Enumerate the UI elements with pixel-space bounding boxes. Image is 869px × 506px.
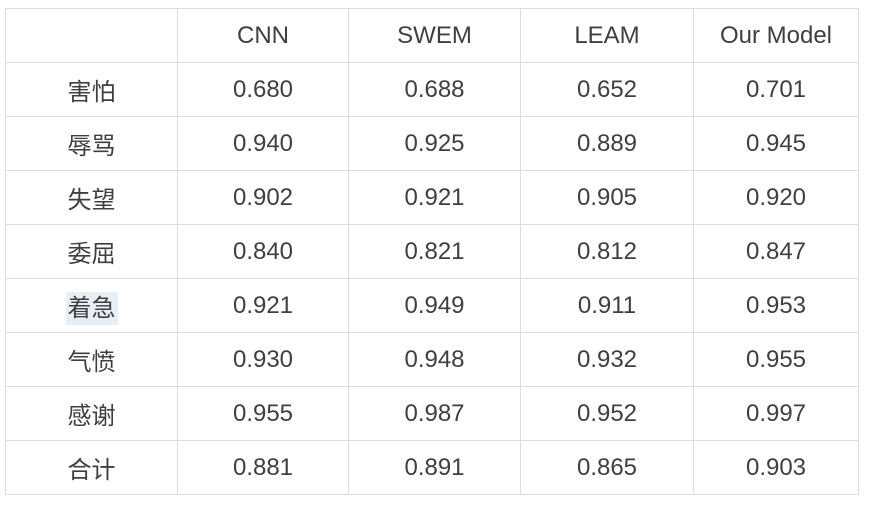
row-label: 合计	[5, 440, 178, 495]
table-row-total: 合计 0.881 0.891 0.865 0.903	[5, 440, 859, 495]
table-row: 失望 0.902 0.921 0.905 0.920	[5, 170, 859, 225]
cell-value: 0.952	[520, 386, 694, 441]
cell-value: 0.891	[348, 440, 521, 495]
table-row: 辱骂 0.940 0.925 0.889 0.945	[5, 116, 859, 171]
selected-text-highlight: 着急	[65, 292, 118, 325]
cell-value: 0.911	[520, 278, 694, 333]
row-label: 害怕	[5, 62, 178, 117]
cell-value: 0.812	[520, 224, 694, 279]
cell-value: 0.930	[177, 332, 349, 387]
table-row: 气愤 0.930 0.948 0.932 0.955	[5, 332, 859, 387]
cell-value: 0.949	[348, 278, 521, 333]
row-label: 感谢	[5, 386, 178, 441]
row-label: 辱骂	[5, 116, 178, 171]
cell-value: 0.953	[693, 278, 859, 333]
row-label-selected[interactable]: 着急	[5, 278, 178, 333]
row-label: 委屈	[5, 224, 178, 279]
column-header-leam: LEAM	[520, 8, 694, 63]
cell-value: 0.688	[348, 62, 521, 117]
cell-value: 0.940	[177, 116, 349, 171]
row-label: 气愤	[5, 332, 178, 387]
cell-value: 0.948	[348, 332, 521, 387]
header-row: CNN SWEM LEAM Our Model	[5, 8, 859, 63]
row-label: 失望	[5, 170, 178, 225]
cell-value: 0.889	[520, 116, 694, 171]
cell-value: 0.902	[177, 170, 349, 225]
column-header-empty	[5, 8, 178, 63]
page: CNN SWEM LEAM Our Model 害怕 0.680 0.688 0…	[0, 8, 869, 506]
cell-value: 0.925	[348, 116, 521, 171]
cell-value: 0.921	[348, 170, 521, 225]
cell-value: 0.920	[693, 170, 859, 225]
column-header-cnn: CNN	[177, 8, 349, 63]
cell-value: 0.905	[520, 170, 694, 225]
cell-value: 0.847	[693, 224, 859, 279]
cell-value: 0.987	[348, 386, 521, 441]
column-header-our-model: Our Model	[693, 8, 859, 63]
cell-value: 0.821	[348, 224, 521, 279]
cell-value-best-total: 0.903	[693, 440, 859, 495]
column-header-swem: SWEM	[348, 8, 521, 63]
cell-value: 0.881	[177, 440, 349, 495]
cell-value: 0.701	[693, 62, 859, 117]
table-row: 着急 0.921 0.949 0.911 0.953	[5, 278, 859, 333]
cell-value: 0.840	[177, 224, 349, 279]
cell-value: 0.680	[177, 62, 349, 117]
table-row: 委屈 0.840 0.821 0.812 0.847	[5, 224, 859, 279]
cell-value: 0.955	[693, 332, 859, 387]
cell-value: 0.997	[693, 386, 859, 441]
table-row: 感谢 0.955 0.987 0.952 0.997	[5, 386, 859, 441]
cell-value: 0.945	[693, 116, 859, 171]
cell-value: 0.932	[520, 332, 694, 387]
cell-value: 0.921	[177, 278, 349, 333]
cell-value: 0.865	[520, 440, 694, 495]
cell-value: 0.652	[520, 62, 694, 117]
table-row: 害怕 0.680 0.688 0.652 0.701	[5, 62, 859, 117]
cell-value: 0.955	[177, 386, 349, 441]
results-table: CNN SWEM LEAM Our Model 害怕 0.680 0.688 0…	[5, 8, 859, 495]
